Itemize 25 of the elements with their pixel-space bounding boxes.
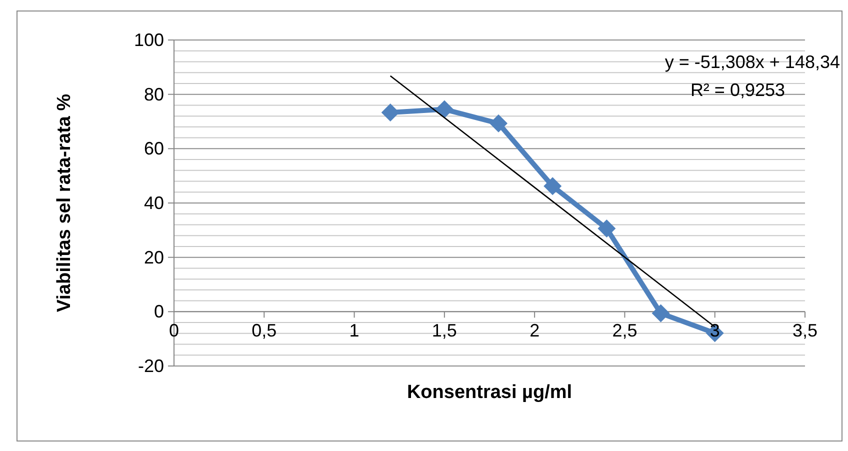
point — [652, 304, 670, 322]
y-tick-label: 0 — [154, 302, 164, 322]
x-tick-label: 3,5 — [792, 320, 818, 341]
point — [381, 104, 400, 122]
x-tick-label: 2,5 — [612, 320, 638, 341]
y-tick-label: 80 — [144, 84, 164, 104]
y-axis-title: Viabilitas sel rata-rata % — [54, 94, 75, 312]
annotation: R² = 0,9253 — [690, 80, 785, 100]
y-tick-label: 40 — [144, 193, 164, 213]
y-tick-label: -20 — [138, 356, 164, 376]
x-tick-label: 1 — [349, 320, 360, 341]
x-tick-label: 0,5 — [252, 320, 277, 341]
y-tick-label: 20 — [144, 247, 164, 268]
y-tick-label: 100 — [134, 30, 164, 50]
x-tick-label: 2 — [530, 320, 540, 341]
y-tick-label: 60 — [144, 138, 164, 159]
x-tick-label: 1,5 — [432, 320, 457, 341]
point — [490, 114, 508, 132]
point — [544, 177, 562, 196]
x-tick-label: 0 — [168, 320, 180, 341]
point — [598, 220, 616, 238]
point — [435, 100, 454, 118]
x-axis-title: Konsentrasi µg/ml — [406, 382, 572, 403]
annotation: y = -51,308x + 148,34 — [664, 52, 840, 72]
x-tick-label: 3 — [710, 320, 720, 341]
